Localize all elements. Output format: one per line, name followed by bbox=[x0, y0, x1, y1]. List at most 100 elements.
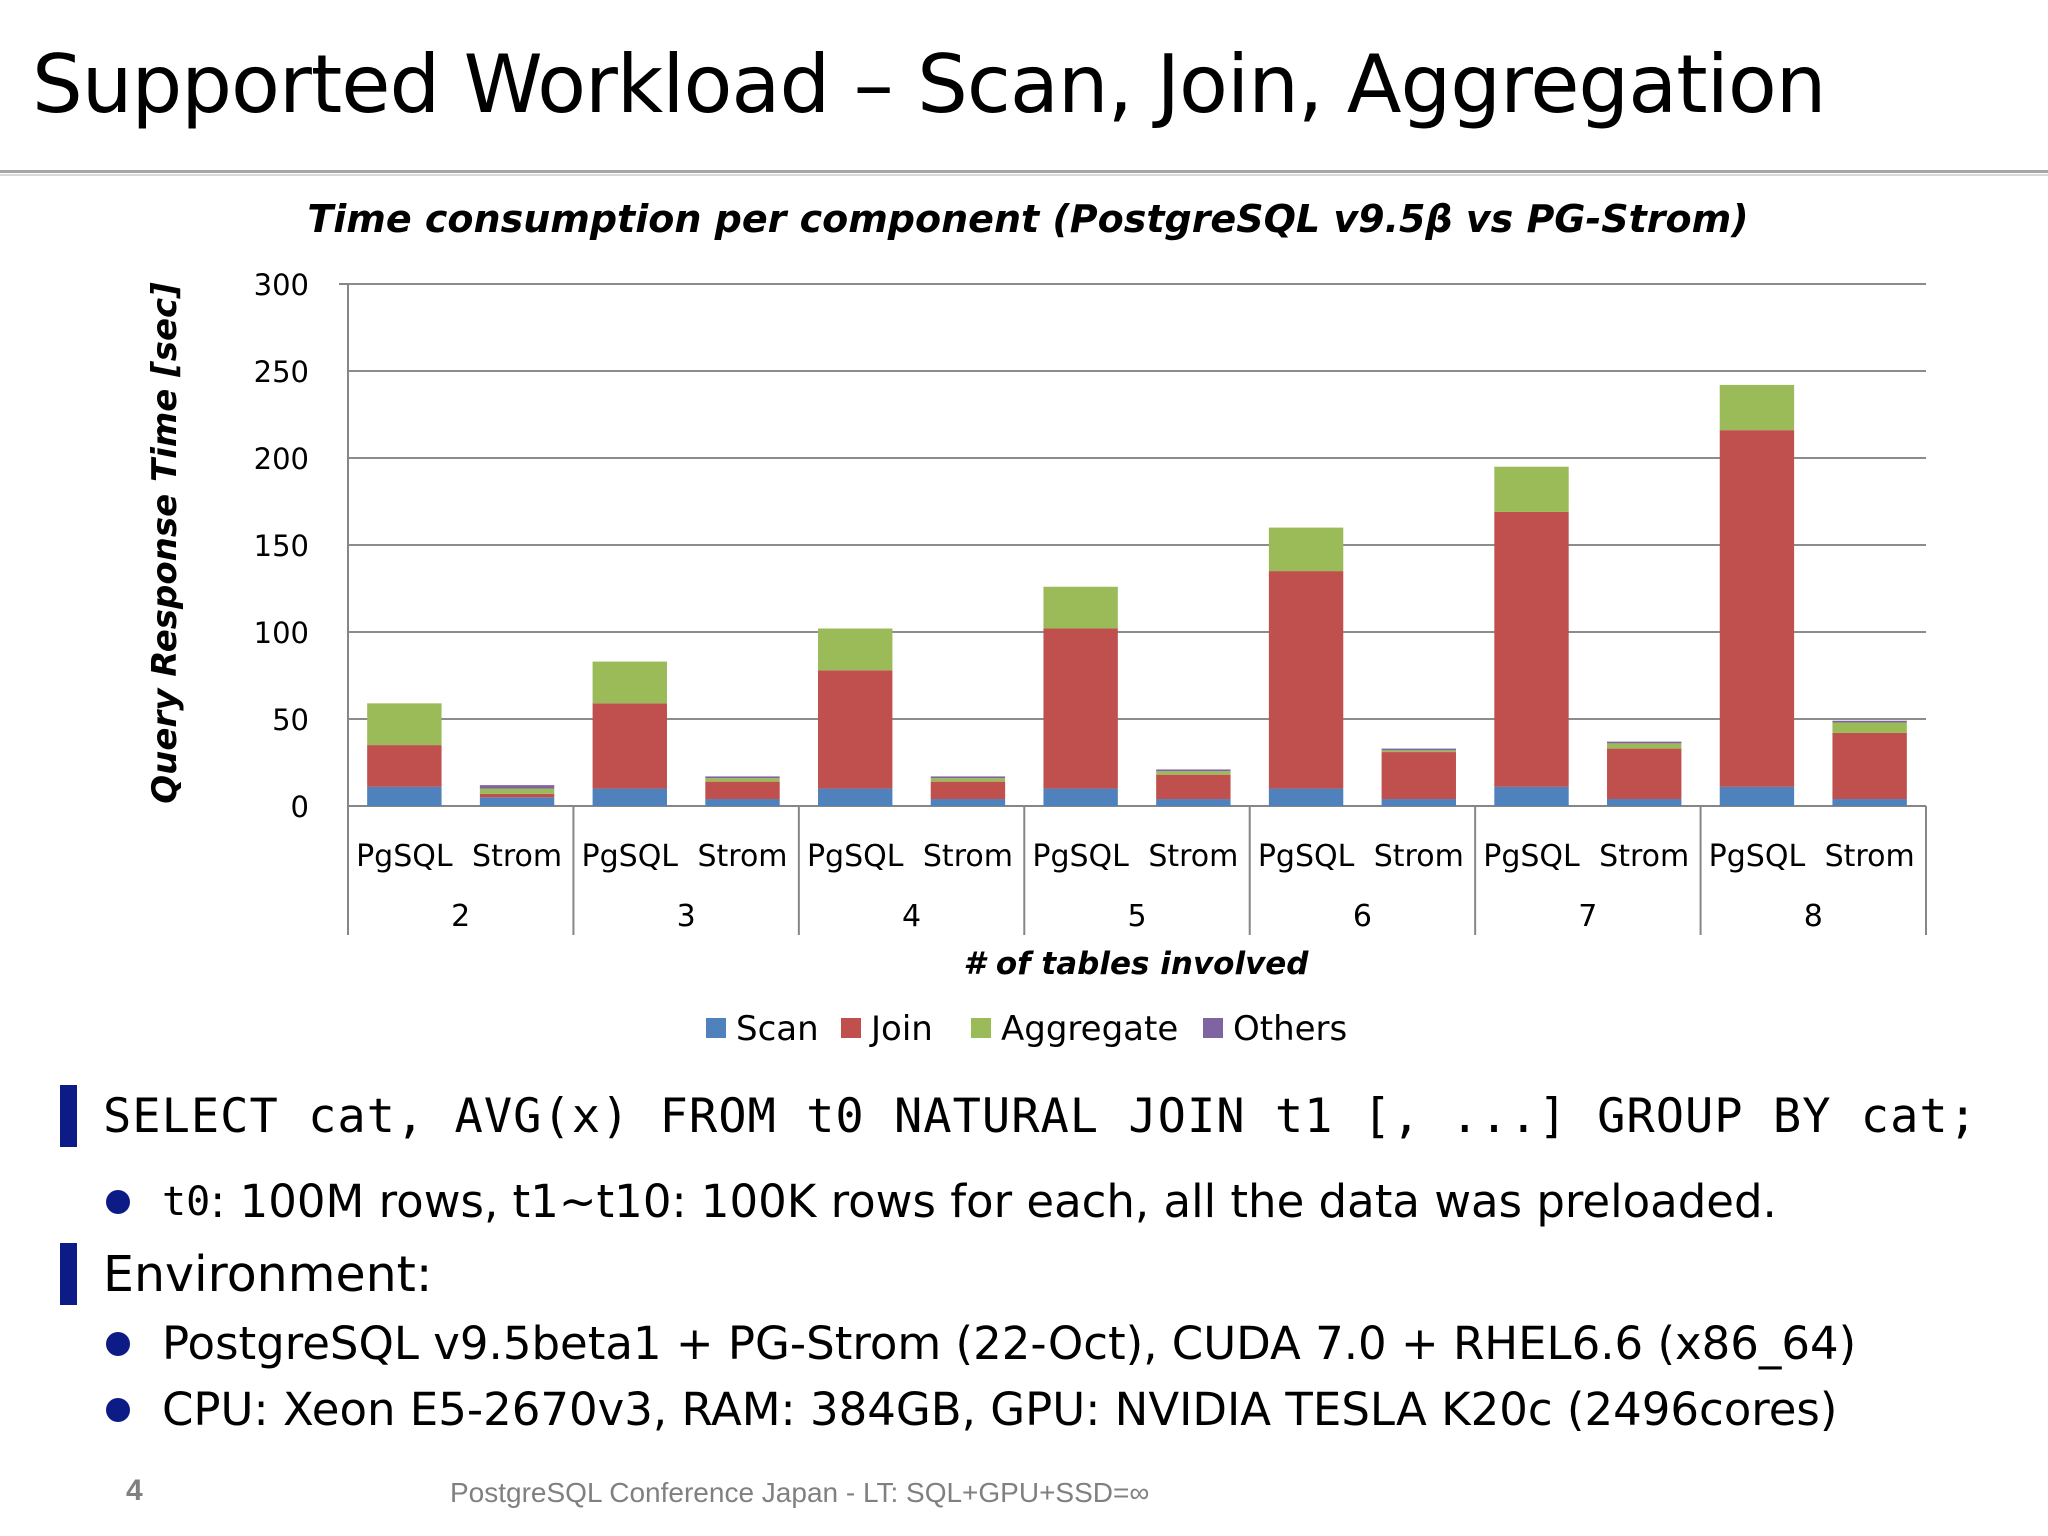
bar-aggregate bbox=[930, 778, 1006, 782]
bullet-marker bbox=[60, 1085, 77, 1147]
bar-join bbox=[367, 745, 442, 787]
bullet-dot bbox=[106, 1331, 130, 1356]
bar-scan bbox=[367, 786, 442, 806]
bar-scan bbox=[1719, 786, 1795, 806]
bar-others bbox=[479, 785, 555, 789]
group-label: 5 bbox=[1127, 899, 1146, 934]
y-tick-label: 200 bbox=[254, 442, 309, 476]
bar-scan bbox=[930, 799, 1006, 806]
footer-text: PostgreSQL Conference Japan - LT: SQL+GP… bbox=[450, 1477, 1150, 1508]
title-divider bbox=[0, 170, 2048, 173]
env-item: CPU: Xeon E5-2670v3, RAM: 384GB, GPU: NV… bbox=[106, 1383, 1837, 1436]
x-tick-label: Strom bbox=[697, 839, 787, 874]
bar-scan bbox=[1381, 799, 1456, 806]
query-detail: t0: 100M rows, t1~t10: 100K rows for eac… bbox=[106, 1175, 1777, 1228]
bar-others bbox=[1381, 748, 1456, 751]
bar-scan bbox=[1268, 788, 1344, 806]
bar-aggregate bbox=[1832, 722, 1907, 733]
query-bullet: SELECT cat, AVG(x) FROM t0 NATURAL JOIN … bbox=[60, 1085, 1978, 1147]
legend-label-aggregate: Aggregate bbox=[1001, 1009, 1178, 1049]
bar-aggregate bbox=[367, 703, 442, 746]
legend-swatch-others bbox=[1203, 1018, 1223, 1038]
x-tick-label: Strom bbox=[472, 839, 562, 874]
bar-scan bbox=[479, 797, 555, 806]
bar-scan bbox=[1043, 788, 1118, 806]
env-item-text: CPU: Xeon E5-2670v3, RAM: 384GB, GPU: NV… bbox=[162, 1383, 1838, 1436]
legend: Scan Join Aggregate Others bbox=[706, 1009, 1347, 1049]
x-tick-label: PgSQL bbox=[582, 839, 679, 874]
legend-label-others: Others bbox=[1233, 1009, 1347, 1049]
bar-join bbox=[1268, 571, 1344, 789]
bullet-dot bbox=[106, 1189, 130, 1214]
x-tick-label: PgSQL bbox=[1258, 839, 1355, 874]
bar-join bbox=[1043, 628, 1118, 789]
query-detail-code: t0 bbox=[162, 1178, 211, 1225]
legend-swatch-join bbox=[841, 1018, 861, 1038]
bar-aggregate bbox=[592, 661, 667, 704]
bar-scan bbox=[1607, 799, 1682, 806]
bar-aggregate bbox=[479, 788, 555, 794]
bar-join bbox=[1156, 774, 1231, 800]
query-detail-text: : 100M rows, t1~t10: 100K rows for each,… bbox=[210, 1175, 1777, 1228]
bar-aggregate bbox=[1268, 527, 1344, 572]
bar-others bbox=[705, 776, 780, 779]
x-tick-label: PgSQL bbox=[1032, 839, 1129, 874]
bar-join bbox=[1494, 511, 1569, 787]
bar-others bbox=[930, 776, 1006, 779]
bar-join bbox=[705, 781, 780, 800]
bar-join bbox=[592, 703, 667, 789]
bar-join bbox=[1381, 752, 1456, 800]
legend-label-scan: Scan bbox=[736, 1009, 819, 1049]
gridlines bbox=[339, 283, 1926, 807]
bar-scan bbox=[592, 788, 667, 806]
group-label: 8 bbox=[1804, 899, 1823, 934]
bar-aggregate bbox=[1607, 743, 1682, 749]
bar-join bbox=[1832, 732, 1907, 800]
sql-query: SELECT cat, AVG(x) FROM t0 NATURAL JOIN … bbox=[103, 1088, 1978, 1144]
x-tick-label: Strom bbox=[1599, 839, 1689, 874]
bar-scan bbox=[818, 788, 893, 806]
x-axis: PgSQL Strom PgSQL Strom PgSQL Strom PgSQL Strom… bbox=[347, 806, 1927, 935]
bullet-marker bbox=[60, 1243, 77, 1305]
bullet-dot bbox=[106, 1397, 130, 1422]
legend-swatch-scan bbox=[706, 1018, 726, 1038]
slide-title: Supported Workload – Scan, Join, Aggrega… bbox=[32, 38, 1826, 131]
bar-aggregate bbox=[1719, 384, 1795, 431]
y-tick-label: 50 bbox=[272, 703, 309, 737]
stacked-bar-chart: Time consumption per component (PostgreS… bbox=[145, 197, 1927, 1049]
group-label: 2 bbox=[451, 899, 470, 934]
bar-join bbox=[1719, 430, 1795, 787]
bar-scan bbox=[1156, 799, 1231, 806]
bars bbox=[367, 384, 1907, 806]
x-tick-label: Strom bbox=[1374, 839, 1464, 874]
y-tick-label: 150 bbox=[254, 529, 309, 563]
bar-aggregate bbox=[705, 778, 780, 782]
chart-title: Time consumption per component (PostgreS… bbox=[307, 197, 1748, 241]
bar-aggregate bbox=[1494, 466, 1569, 512]
bar-join bbox=[479, 793, 555, 798]
legend-swatch-aggregate bbox=[971, 1018, 991, 1038]
x-tick-label: PgSQL bbox=[1483, 839, 1580, 874]
x-tick-label: PgSQL bbox=[356, 839, 453, 874]
bar-others bbox=[1156, 769, 1231, 772]
environment-heading: Environment: bbox=[103, 1245, 433, 1303]
y-tick-label: 0 bbox=[291, 790, 309, 824]
group-label: 4 bbox=[902, 899, 921, 934]
bar-aggregate bbox=[1381, 750, 1456, 753]
group-label: 3 bbox=[677, 899, 696, 934]
x-tick-label: Strom bbox=[1825, 839, 1915, 874]
group-label: 7 bbox=[1578, 899, 1597, 934]
x-tick-label: Strom bbox=[1148, 839, 1238, 874]
bar-join bbox=[818, 670, 893, 789]
bar-join bbox=[930, 781, 1006, 800]
y-tick-label: 250 bbox=[254, 355, 309, 389]
bar-aggregate bbox=[1043, 586, 1118, 629]
x-tick-label: PgSQL bbox=[807, 839, 904, 874]
x-tick-label: Strom bbox=[923, 839, 1013, 874]
y-tick-label: 300 bbox=[254, 268, 309, 302]
legend-label-join: Join bbox=[869, 1009, 933, 1049]
bar-others bbox=[1607, 741, 1682, 744]
environment-bullet: Environment: bbox=[60, 1243, 432, 1305]
bar-join bbox=[1607, 748, 1682, 800]
bar-others bbox=[1832, 720, 1907, 723]
